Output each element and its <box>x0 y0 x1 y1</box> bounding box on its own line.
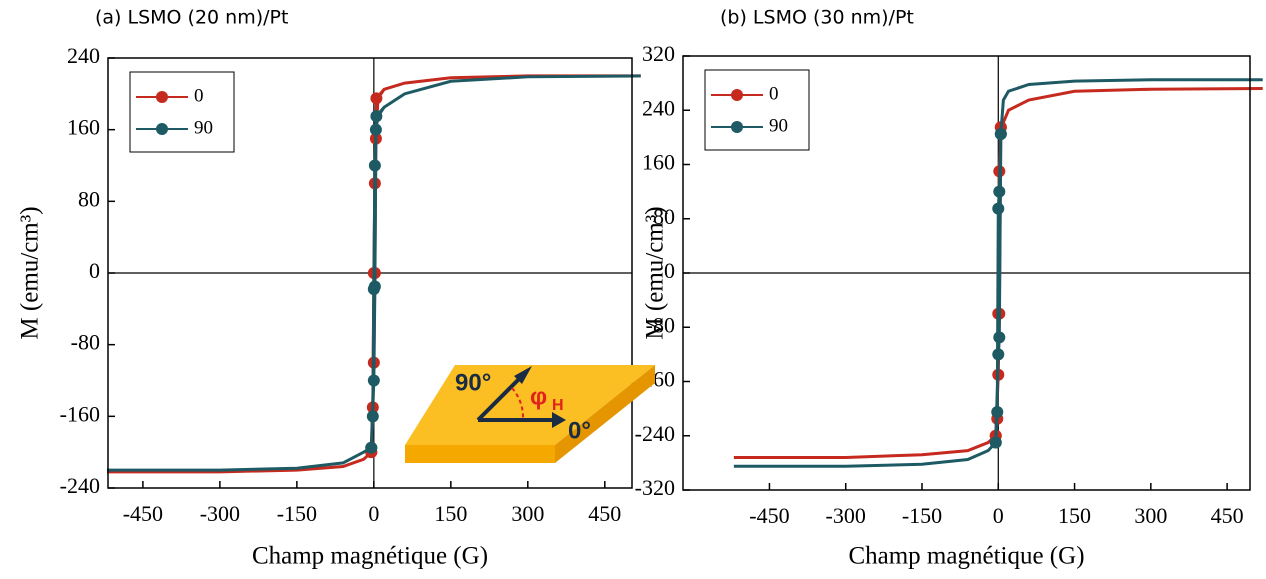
x-tick-label: 150 <box>434 501 467 526</box>
y-tick-label: 160 <box>642 150 675 175</box>
plot-frame <box>107 57 633 489</box>
y-tick-label: 160 <box>67 115 100 140</box>
x-tick-label: -450 <box>123 501 163 526</box>
marker <box>994 127 1007 140</box>
legend-marker <box>156 91 168 103</box>
y-tick-label: -320 <box>635 475 675 500</box>
arrowhead <box>552 412 566 428</box>
x-tick-label: 0 <box>368 501 379 526</box>
marker <box>365 441 378 454</box>
x-tick-label: -150 <box>277 501 317 526</box>
slab-front <box>405 445 555 463</box>
x-tick-label: 0 <box>993 503 1004 528</box>
series-line <box>733 78 1263 468</box>
x-tick-label: 450 <box>1211 503 1244 528</box>
y-tick-label: 80 <box>78 186 100 211</box>
chart-title: (b) LSMO (30 nm)/Pt <box>720 7 914 29</box>
slab-top <box>405 365 655 445</box>
y-tick-label: -80 <box>646 312 675 337</box>
marker <box>367 374 380 387</box>
x-tick-label: 300 <box>1134 503 1167 528</box>
legend-marker <box>731 121 743 133</box>
series-line <box>733 87 1263 459</box>
y-tick-label: 80 <box>653 204 675 229</box>
marker <box>370 92 383 105</box>
legend-box <box>704 69 810 151</box>
x-tick-label: -150 <box>902 503 942 528</box>
marker <box>369 123 382 136</box>
x-tick-label: -450 <box>749 503 789 528</box>
legend-label: 90 <box>194 117 213 138</box>
legend-box <box>129 71 235 153</box>
y-tick-label: 240 <box>67 43 100 68</box>
legend-marker <box>156 123 168 135</box>
y-tick-label: 240 <box>642 95 675 120</box>
slab-side <box>555 365 655 463</box>
marker <box>993 185 1006 198</box>
y-tick-label: 0 <box>664 258 675 283</box>
x-tick-label: -300 <box>826 503 866 528</box>
marker <box>992 202 1005 215</box>
annotation: 0° <box>568 417 591 444</box>
marker <box>992 348 1005 361</box>
y-tick-label: -240 <box>635 421 675 446</box>
x-tick-label: 300 <box>511 501 544 526</box>
x-axis-label: Champ magnétique (G) <box>848 543 1084 570</box>
marker <box>368 159 381 172</box>
annotation: H <box>552 397 564 414</box>
x-tick-label: 450 <box>588 501 621 526</box>
chart-title: (a) LSMO (20 nm)/Pt <box>95 7 288 29</box>
legend-label: 0 <box>194 85 204 106</box>
marker <box>991 406 1004 419</box>
marker <box>367 283 380 296</box>
plot-frame <box>682 55 1251 491</box>
annotation: 90° <box>455 369 491 396</box>
marker <box>993 331 1006 344</box>
y-tick-label: 320 <box>642 41 675 66</box>
inset: 90° φ H 0° <box>405 365 655 463</box>
y-tick-label: -240 <box>60 473 100 498</box>
legend-marker <box>731 89 743 101</box>
y-tick-label: 0 <box>89 258 100 283</box>
legend-label: 90 <box>769 115 788 136</box>
arrowhead <box>514 366 532 384</box>
y-tick-label: -160 <box>60 401 100 426</box>
x-tick-label: 150 <box>1058 503 1091 528</box>
legend-label: 0 <box>769 83 779 104</box>
x-tick-label: -300 <box>200 501 240 526</box>
x-axis-label: Champ magnétique (G) <box>252 543 488 570</box>
marker <box>989 436 1002 449</box>
y-axis-label: M (emu/cm³) <box>642 206 669 339</box>
y-tick-label: -80 <box>71 330 100 355</box>
arrow-90 <box>476 371 527 422</box>
marker <box>366 410 379 423</box>
angle-arc <box>511 387 525 421</box>
annotation: φ <box>530 383 547 410</box>
marker <box>370 110 383 123</box>
y-axis-label: M (emu/cm³) <box>17 206 44 339</box>
